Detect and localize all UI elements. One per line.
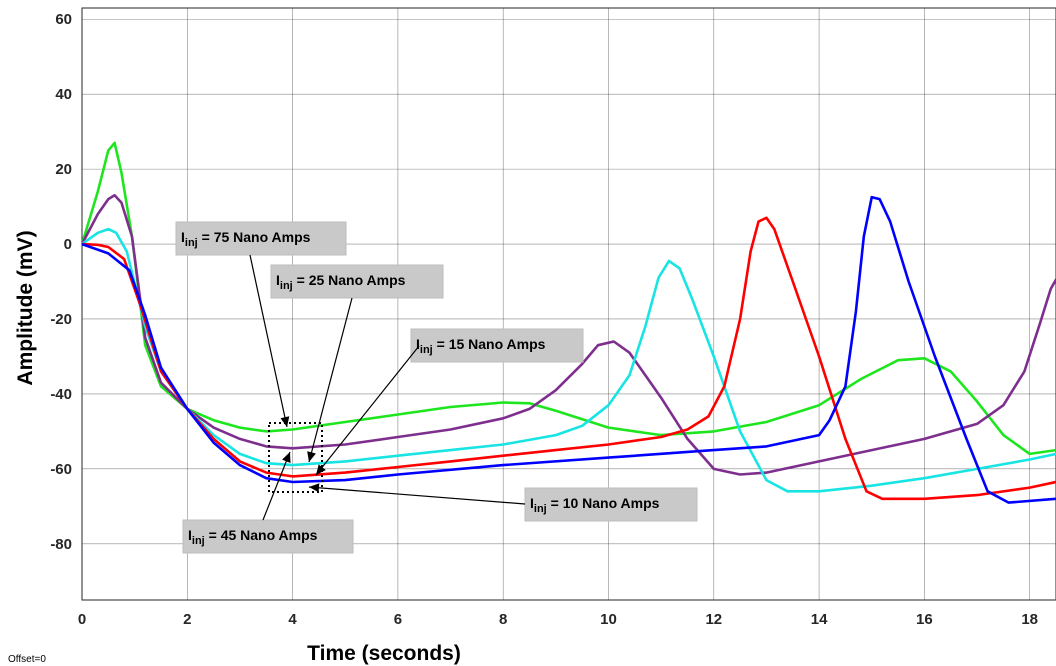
- x-tick-label: 0: [78, 611, 86, 628]
- annotation-label: Iinj = 25 Nano Amps: [276, 272, 406, 292]
- y-tick-label: 60: [55, 11, 72, 28]
- annotation-box: [175, 221, 347, 256]
- annotation-arrowhead: [309, 483, 320, 493]
- annotation-label: Iinj = 75 Nano Amps: [181, 229, 311, 249]
- series-lines: [82, 141, 1056, 504]
- annotation-1: Iinj = 75 Nano Amps: [175, 221, 347, 428]
- annotation-arrow-line: [308, 297, 353, 463]
- annotation-arrowhead: [307, 451, 316, 462]
- annotation-arrow-line: [315, 345, 420, 476]
- y-tick-label: 40: [55, 86, 72, 103]
- annotation-arrow-line: [308, 486, 526, 505]
- selection-box: [268, 422, 323, 493]
- annotation-box: [524, 487, 698, 522]
- annotation-arrowhead: [282, 452, 291, 463]
- y-tick-label: -20: [50, 311, 72, 328]
- y-tick-label: -80: [50, 536, 72, 553]
- annotation-box: [182, 519, 354, 554]
- annotation-label: Iinj = 45 Nano Amps: [188, 527, 318, 547]
- x-tick-label: 2: [183, 611, 191, 628]
- y-axis-label: Amplitude (mV): [14, 230, 37, 385]
- annotation-box: [270, 264, 444, 299]
- x-axis-label: Time (seconds): [307, 642, 461, 665]
- y-tick-label: -40: [50, 386, 72, 403]
- x-tick-label: 4: [288, 611, 297, 628]
- x-tick-label: 18: [1021, 611, 1038, 628]
- tick-labels: 0 2 4 6 8 10 12 14 16 18 60 40 20 0 -20 -40 -60 -80: [50, 11, 1038, 628]
- annotation-label: Iinj = 15 Nano Amps: [416, 336, 546, 356]
- x-tick-label: 14: [811, 611, 828, 628]
- x-tick-label: 10: [600, 611, 617, 628]
- series-line-5: [82, 195, 1056, 504]
- series-line-2: [82, 194, 1056, 476]
- y-tick-label: 0: [64, 236, 72, 253]
- annotation-arrow-line: [249, 254, 288, 428]
- annotation-layer: Iinj = 75 Nano Amps Iinj = 25 Nano Amps Ii…: [175, 221, 698, 554]
- annotation-arrowhead: [316, 464, 326, 475]
- annotation-2: Iinj = 25 Nano Amps: [270, 264, 444, 463]
- annotation-arrowhead: [280, 416, 290, 427]
- x-tick-label: 6: [394, 611, 402, 628]
- x-tick-label: 16: [916, 611, 933, 628]
- annotation-box: [410, 328, 584, 363]
- x-tick-label: 8: [499, 611, 507, 628]
- annotation-4: Iinj = 45 Nano Amps: [182, 451, 354, 554]
- annotation-3: Iinj = 15 Nano Amps: [315, 328, 584, 476]
- y-tick-label: -60: [50, 461, 72, 478]
- offset-label: Offset=0: [8, 654, 46, 665]
- annotation-label: Iinj = 10 Nano Amps: [530, 495, 660, 515]
- annotation-5: Iinj = 10 Nano Amps: [308, 483, 698, 522]
- x-tick-label: 12: [705, 611, 722, 628]
- y-tick-label: 20: [55, 161, 72, 178]
- annotation-arrow-line: [262, 451, 291, 521]
